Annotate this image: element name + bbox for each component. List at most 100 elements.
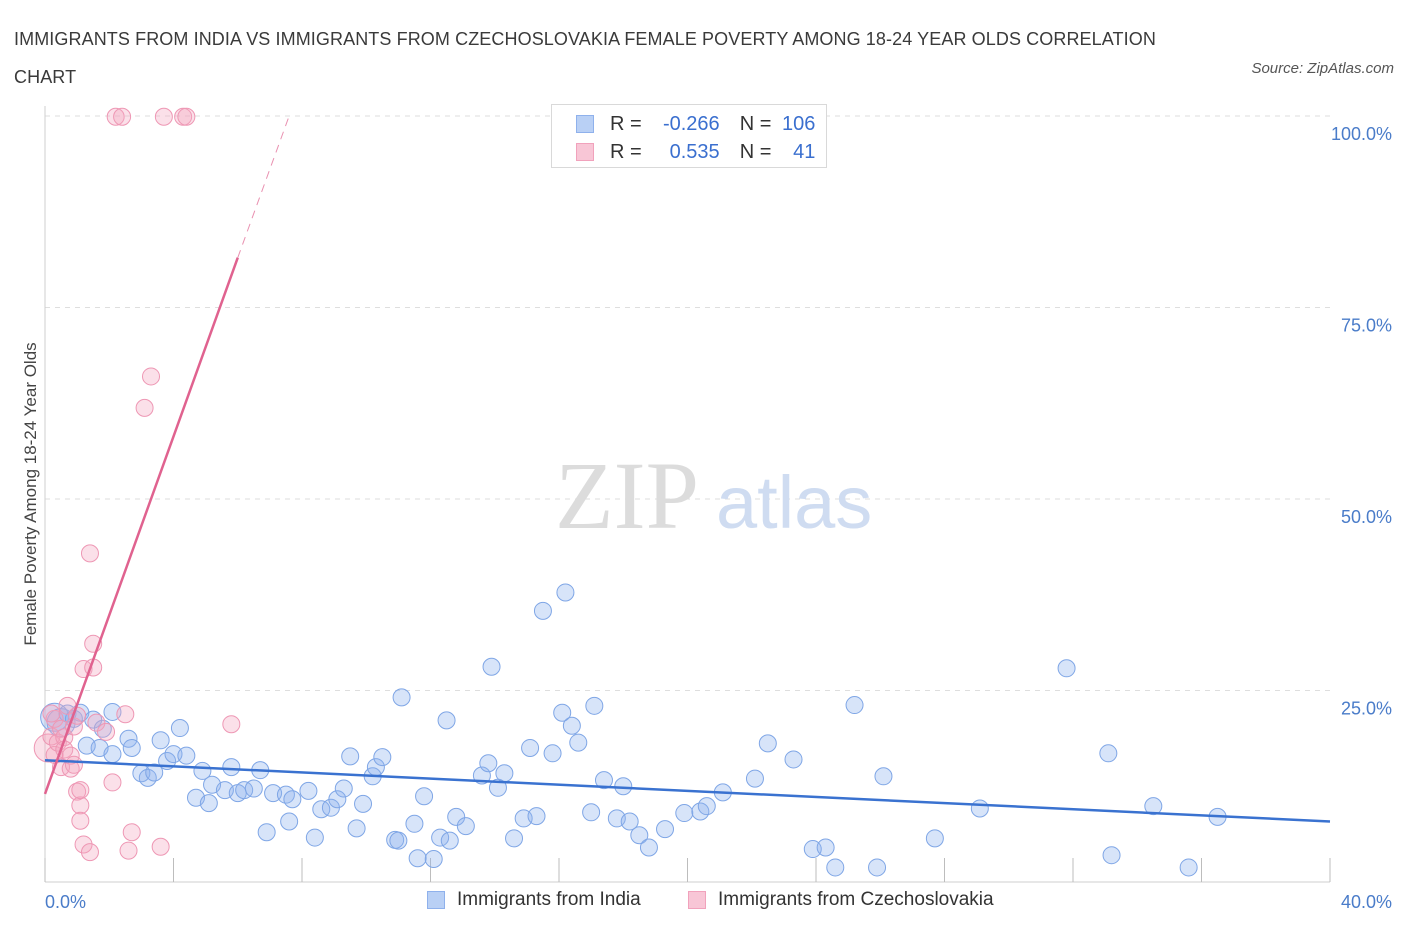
india-point [122, 738, 141, 757]
czech-point [119, 841, 138, 860]
india-point [392, 688, 411, 707]
legend-n-value: 106 [782, 112, 816, 135]
india-point [283, 790, 302, 809]
india-point [479, 754, 498, 773]
legend-swatch-czech [576, 143, 594, 161]
india-point [276, 785, 295, 804]
india-point [521, 738, 540, 757]
india-point [495, 764, 514, 783]
india-point [347, 819, 366, 838]
india-point [424, 850, 443, 869]
india-point [244, 779, 263, 798]
watermark: ZIP atlas [555, 442, 872, 549]
x-tick-label: 0.0% [45, 892, 86, 912]
india-point [553, 703, 572, 722]
czech-point [103, 773, 122, 792]
czech-point [80, 544, 99, 563]
trend-lines [43, 115, 1331, 823]
czech-point [135, 398, 154, 417]
series-legend: Immigrants from India Immigrants from Cz… [0, 889, 1406, 915]
india-point [527, 807, 546, 826]
series-legend-india: Immigrants from India [427, 889, 641, 911]
legend-n-value: 41 [793, 140, 816, 163]
czech-point [64, 755, 83, 774]
czech-point [74, 835, 93, 854]
india-point [845, 696, 864, 715]
india-point [151, 731, 170, 750]
india-point [447, 807, 466, 826]
czech-point [116, 705, 135, 724]
india-point [328, 790, 347, 809]
india-point [970, 799, 989, 818]
india-point [675, 804, 694, 823]
india-point [874, 767, 893, 786]
india-point [177, 746, 196, 765]
x-tick-labels: 0.0% 40.0% [45, 892, 1392, 912]
india-point [415, 787, 434, 806]
india-point [562, 716, 581, 735]
x-tick-label: 40.0% [1341, 892, 1392, 912]
india-point [803, 840, 822, 859]
y-tick-label: 75.0% [1341, 316, 1392, 336]
czech-point [71, 811, 90, 830]
india-point [456, 817, 475, 836]
india-point [758, 734, 777, 753]
india-point [1099, 744, 1118, 763]
legend-r-label: R = [610, 112, 642, 135]
legend-n-label: N = [739, 112, 772, 135]
czech-point [106, 107, 125, 126]
india-point [264, 784, 283, 803]
india-point [389, 831, 408, 850]
india-point [594, 771, 613, 790]
india-trend-line [44, 758, 1331, 823]
source-label: Source: ZipAtlas.com [1251, 60, 1394, 77]
india-point [341, 747, 360, 766]
czech-point [42, 704, 61, 723]
india-point [164, 745, 183, 764]
india-point [170, 719, 189, 738]
czech-point [177, 107, 196, 126]
india-point [533, 601, 552, 620]
y-tick-labels: 100.0% 75.0% 50.0% 25.0% [1331, 124, 1392, 719]
y-tick-label: 100.0% [1331, 124, 1392, 144]
czech-point [154, 107, 173, 126]
india-point [620, 812, 639, 831]
india-point [199, 794, 218, 813]
series-legend-swatch-india [427, 891, 445, 909]
india-point [582, 803, 601, 822]
series-legend-swatch-czech [688, 891, 706, 909]
india-point [697, 797, 716, 816]
india-point [334, 779, 353, 798]
india-point [408, 849, 427, 868]
india-point [656, 820, 675, 839]
india-point [556, 583, 575, 602]
india-point [826, 858, 845, 877]
india-point [373, 748, 392, 767]
india-point [299, 781, 318, 800]
india-point [630, 826, 649, 845]
india-series [40, 583, 1227, 877]
india-point [1057, 659, 1076, 678]
india-point [235, 781, 254, 800]
watermark-zip: ZIP [555, 442, 699, 549]
czech-trend-extension [237, 115, 290, 258]
series-legend-label-india: Immigrants from India [457, 889, 641, 910]
india-point [816, 838, 835, 857]
india-point [1144, 797, 1163, 816]
india-point [145, 763, 164, 782]
y-axis-label: Female Poverty Among 18-24 Year Olds [21, 342, 40, 645]
legend-swatch-india [576, 115, 594, 133]
india-point [405, 814, 424, 833]
czech-trend-line [43, 257, 239, 795]
correlation-legend: R = -0.266 N = 106 R = 0.535 N = 41 [551, 104, 827, 168]
legend-row-czech: R = 0.535 N = 41 [576, 139, 815, 165]
series-legend-label-czech: Immigrants from Czechoslovakia [718, 889, 994, 910]
india-point [868, 858, 887, 877]
legend-r-value: 0.535 [669, 140, 720, 163]
india-point [1179, 858, 1198, 877]
czech-point [87, 713, 106, 732]
india-point [639, 838, 658, 857]
legend-n-label: N = [739, 140, 772, 163]
india-point [1102, 846, 1121, 865]
